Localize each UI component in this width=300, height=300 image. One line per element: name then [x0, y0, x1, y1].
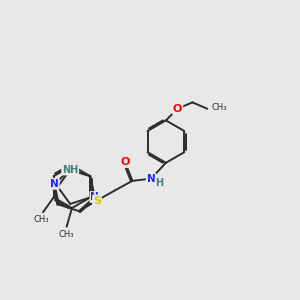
Text: N: N: [147, 174, 155, 184]
Text: O: O: [173, 104, 182, 114]
Text: CH₃: CH₃: [59, 230, 74, 238]
Text: NH: NH: [62, 165, 78, 175]
Text: H: H: [155, 178, 164, 188]
Text: S: S: [93, 196, 101, 206]
Text: CH₃: CH₃: [34, 214, 49, 224]
Text: CH₃: CH₃: [212, 103, 227, 112]
Text: N: N: [50, 179, 59, 189]
Text: N: N: [90, 192, 99, 202]
Text: O: O: [120, 157, 130, 167]
